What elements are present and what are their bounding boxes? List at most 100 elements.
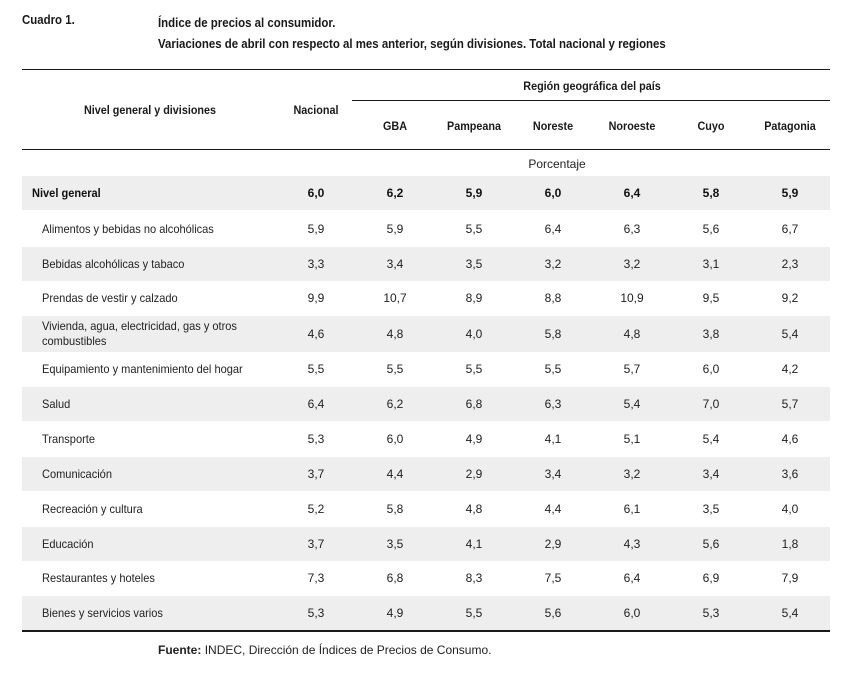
header-region: Patagonia <box>764 119 816 133</box>
unit-label: Porcentaje <box>528 157 586 171</box>
row-value: 8,3 <box>465 571 483 585</box>
table-subtitle: Variaciones de abril con respecto al mes… <box>158 36 666 51</box>
source-text: INDEC, Dirección de Índices de Precios d… <box>204 643 492 657</box>
table-titles: Índice de precios al consumidor. Variaci… <box>158 12 666 54</box>
table-row: Alimentos y bebidas no alcohólicas 5,9 5,9… <box>22 212 830 246</box>
row-value: 2,3 <box>781 257 799 271</box>
row-value: 6,4 <box>544 222 562 236</box>
table-title: Índice de precios al consumidor. <box>158 15 336 30</box>
table-row: Comunicación 3,7 4,4 2,9 3,4 3,2 3,4 3,6 <box>22 457 830 491</box>
row-value: 7,9 <box>781 571 799 585</box>
table-row: Recreación y cultura 5,2 5,8 4,8 4,4 6,1 3,5 4,… <box>22 492 830 526</box>
row-value: 5,9 <box>781 186 799 200</box>
row-value: 3,5 <box>386 537 404 551</box>
row-value: 5,7 <box>781 397 799 411</box>
row-value: 5,9 <box>386 222 404 236</box>
row-value: 5,5 <box>307 362 325 376</box>
row-value: 5,2 <box>307 502 325 516</box>
table-row: Nivel general 6,0 6,2 5,9 6,0 6,4 5,8 5,9 <box>22 176 830 210</box>
row-value: 8,9 <box>465 291 483 305</box>
row-value: 3,2 <box>623 467 641 481</box>
row-value: 7,3 <box>307 571 325 585</box>
header-region: Noreste <box>532 119 574 133</box>
row-label: Comunicación <box>42 466 112 481</box>
row-value: 5,9 <box>307 222 325 236</box>
row-value: 3,2 <box>623 257 641 271</box>
row-value: 9,2 <box>781 291 799 305</box>
table-row: Prendas de vestir y calzado 9,9 10,7 8,9 8,8… <box>22 281 830 315</box>
table-row: Bebidas alcohólicas y tabaco 3,3 3,4 3,5 3,2… <box>22 247 830 281</box>
header-bottom-rule <box>22 149 830 150</box>
header-region: GBA <box>382 119 408 133</box>
table-row: Equipamiento y mantenimiento del hogar 5,… <box>22 352 830 386</box>
row-value: 3,6 <box>781 467 799 481</box>
row-value: 4,9 <box>386 606 404 620</box>
row-value: 4,2 <box>781 362 799 376</box>
row-value: 10,7 <box>383 291 407 305</box>
row-label: Transporte <box>42 431 95 446</box>
row-value: 6,0 <box>544 186 562 200</box>
row-value: 4,0 <box>465 327 483 341</box>
top-rule <box>22 69 830 70</box>
table-row: Vivienda, agua, electricidad, gas y otro… <box>22 316 830 352</box>
row-value: 5,4 <box>623 397 641 411</box>
row-value: 4,6 <box>307 327 325 341</box>
row-value: 2,9 <box>465 467 483 481</box>
row-label: Vivienda, agua, electricidad, gas y otro… <box>42 319 237 348</box>
header-region-group: Región geográfica del país <box>523 79 661 93</box>
source-label: Fuente: <box>158 643 202 657</box>
row-value: 4,4 <box>544 502 562 516</box>
row-value: 5,5 <box>465 222 483 236</box>
row-value: 5,3 <box>307 432 325 446</box>
row-value: 3,2 <box>544 257 562 271</box>
row-value: 3,7 <box>307 537 325 551</box>
table-row: Salud 6,4 6,2 6,8 6,3 5,4 7,0 5,7 <box>22 387 830 421</box>
row-value: 5,5 <box>465 606 483 620</box>
row-value: 5,4 <box>702 432 720 446</box>
row-value: 4,1 <box>465 537 483 551</box>
row-value: 4,9 <box>465 432 483 446</box>
row-value: 1,8 <box>781 537 799 551</box>
row-value: 5,9 <box>465 186 483 200</box>
row-value: 6,8 <box>465 397 483 411</box>
table-row: Transporte 5,3 6,0 4,9 4,1 5,1 5,4 4,6 <box>22 422 830 456</box>
row-value: 5,5 <box>544 362 562 376</box>
row-value: 6,2 <box>386 397 404 411</box>
row-value: 9,5 <box>702 291 720 305</box>
row-value: 5,6 <box>702 537 720 551</box>
row-value: 7,5 <box>544 571 562 585</box>
row-value: 3,3 <box>307 257 325 271</box>
row-value: 6,9 <box>702 571 720 585</box>
row-value: 6,4 <box>307 397 325 411</box>
header-region: Cuyo <box>697 119 725 133</box>
row-label: Equipamiento y mantenimiento del hogar <box>42 361 243 376</box>
row-value: 2,9 <box>544 537 562 551</box>
row-value: 5,5 <box>386 362 404 376</box>
row-value: 8,8 <box>544 291 562 305</box>
row-value: 5,8 <box>702 186 720 200</box>
table-row: Educación 3,7 3,5 4,1 2,9 4,3 5,6 1,8 <box>22 527 830 561</box>
row-value: 5,4 <box>781 327 799 341</box>
row-value: 3,4 <box>702 467 720 481</box>
row-label: Salud <box>42 396 71 411</box>
table-row: Restaurantes y hoteles 7,3 6,8 8,3 7,5 6,4 6,9… <box>22 561 830 595</box>
header-national: Nacional <box>293 103 339 117</box>
row-value: 5,8 <box>386 502 404 516</box>
row-value: 3,7 <box>307 467 325 481</box>
row-value: 4,1 <box>544 432 562 446</box>
row-value: 3,4 <box>544 467 562 481</box>
row-value: 6,0 <box>702 362 720 376</box>
row-value: 4,8 <box>386 327 404 341</box>
header-region: Pampeana <box>446 119 502 133</box>
row-value: 4,8 <box>465 502 483 516</box>
row-value: 9,9 <box>307 291 325 305</box>
row-value: 5,3 <box>702 606 720 620</box>
row-value: 3,4 <box>386 257 404 271</box>
row-value: 6,2 <box>386 186 404 200</box>
row-value: 6,7 <box>781 222 799 236</box>
table-label: Cuadro 1. <box>22 12 75 27</box>
row-value: 6,0 <box>307 186 325 200</box>
row-label: Nivel general <box>32 185 101 200</box>
row-value: 5,5 <box>465 362 483 376</box>
row-value: 3,1 <box>702 257 720 271</box>
